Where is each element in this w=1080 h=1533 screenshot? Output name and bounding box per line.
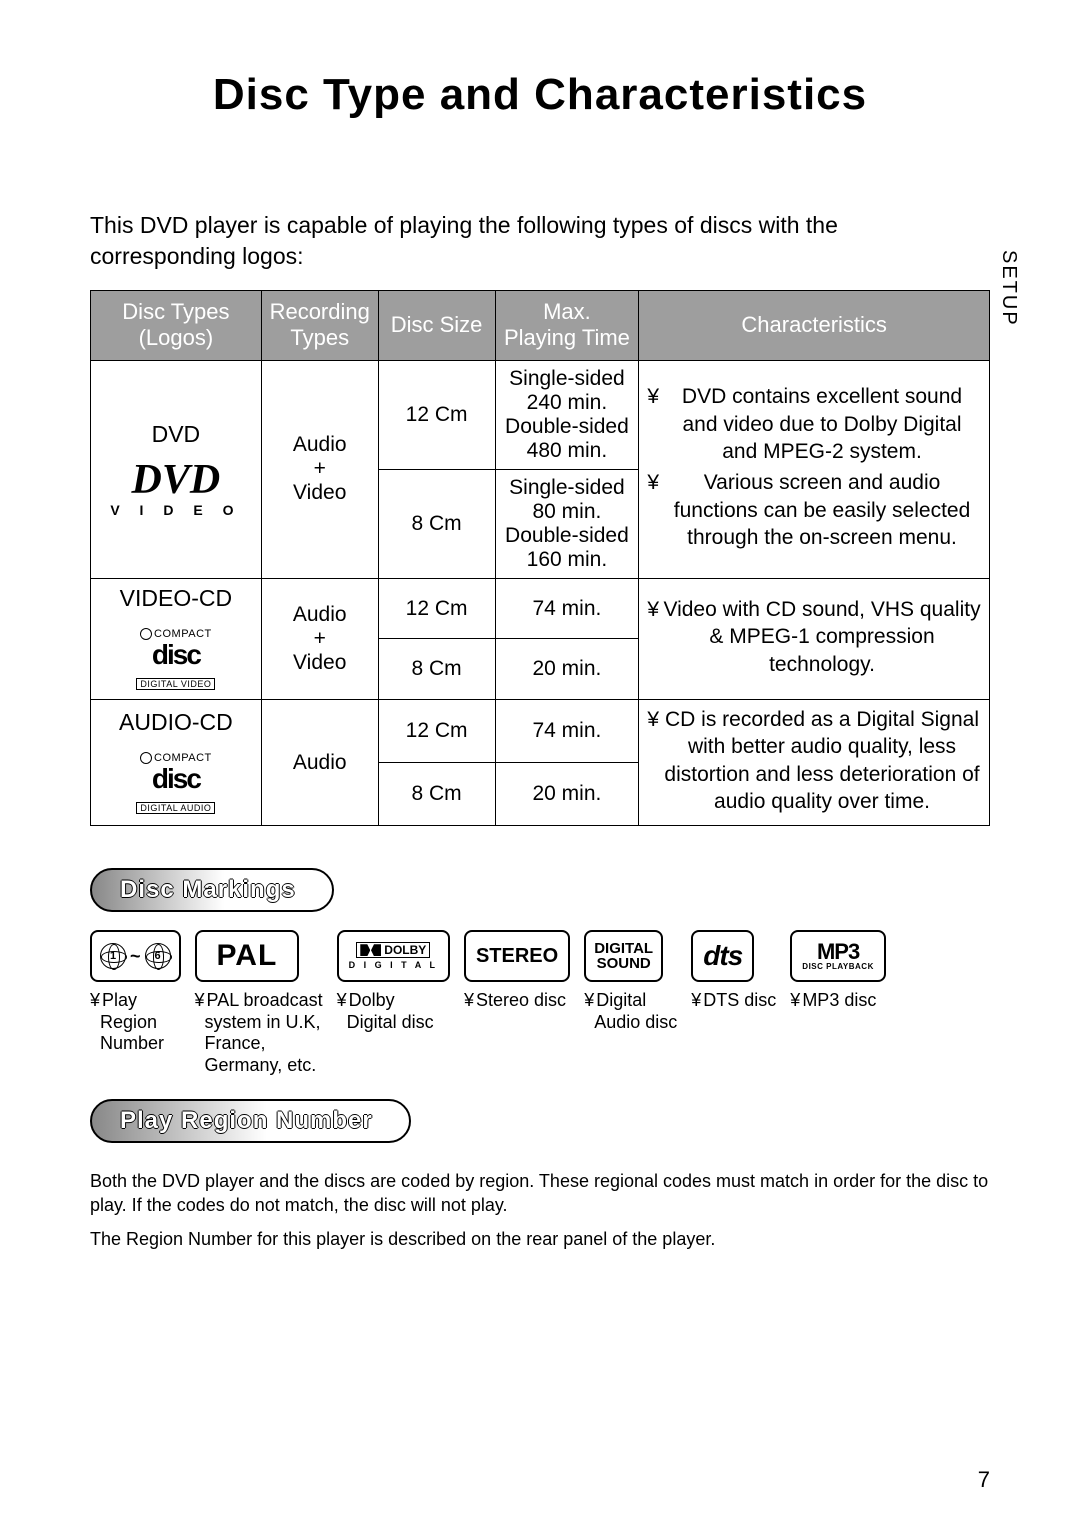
- recording-cell: Audio+Video: [261, 360, 378, 578]
- page-title: Disc Type and Characteristics: [90, 70, 990, 120]
- th-char: Characteristics: [639, 291, 990, 361]
- disc-markings-heading: Disc Markings: [90, 868, 334, 912]
- stereo-icon: STEREO: [464, 930, 570, 982]
- time-cell: Single-sided240 min.Double-sided480 min.: [495, 360, 639, 469]
- characteristics-cell: ¥Video with CD sound, VHS quality & MPEG…: [639, 578, 990, 699]
- marking-stereo: STEREO ¥Stereo disc: [464, 930, 570, 1012]
- th-recording: RecordingTypes: [261, 291, 378, 361]
- marking-label: ¥Play Region Number: [90, 990, 164, 1055]
- dts-icon: dts: [691, 930, 754, 982]
- th-size: Disc Size: [378, 291, 495, 361]
- marking-region: 1~6 ¥Play Region Number: [90, 930, 181, 1055]
- th-logos: Disc Types(Logos): [91, 291, 262, 361]
- dolby-icon: DOLBY D I G I T A L: [337, 930, 450, 982]
- th-time: Max.Playing Time: [495, 291, 639, 361]
- size-cell: 8 Cm: [378, 763, 495, 826]
- time-cell: 74 min.: [495, 578, 639, 639]
- mp3-icon: MP3DISC PLAYBACK: [790, 930, 886, 982]
- recording-cell: Audio: [261, 700, 378, 826]
- marking-label: ¥PAL broadcast system in U.K, France, Ge…: [195, 990, 323, 1076]
- disc-table: Disc Types(Logos) RecordingTypes Disc Si…: [90, 290, 990, 826]
- marking-digsound: DIGITALSOUND ¥Digital Audio disc: [584, 930, 677, 1033]
- size-cell: 12 Cm: [378, 700, 495, 763]
- intro-text: This DVD player is capable of playing th…: [90, 210, 990, 272]
- marking-mp3: MP3DISC PLAYBACK ¥MP3 disc: [790, 930, 886, 1012]
- marking-label: ¥Dolby Digital disc: [337, 990, 434, 1033]
- size-cell: 8 Cm: [378, 639, 495, 700]
- page-number: 7: [978, 1467, 990, 1493]
- size-cell: 12 Cm: [378, 578, 495, 639]
- time-cell: 20 min.: [495, 639, 639, 700]
- characteristics-cell: ¥CD is recorded as a Digital Signal with…: [639, 700, 990, 826]
- marking-dts: dts ¥DTS disc: [691, 930, 776, 1012]
- region-text-block: Both the DVD player and the discs are co…: [90, 1169, 990, 1252]
- marking-pal: PAL ¥PAL broadcast system in U.K, France,…: [195, 930, 323, 1076]
- region-globe-icon: 1~6: [90, 930, 181, 982]
- pal-icon: PAL: [195, 930, 300, 982]
- characteristics-cell: ¥DVD contains excellent sound and video …: [639, 360, 990, 578]
- time-cell: 74 min.: [495, 700, 639, 763]
- marking-label: ¥Digital Audio disc: [584, 990, 677, 1033]
- marking-label: ¥DTS disc: [691, 990, 776, 1012]
- recording-cell: Audio+Video: [261, 578, 378, 699]
- digital-sound-icon: DIGITALSOUND: [584, 930, 663, 982]
- logo-cell: DVDDVDV I D E O: [91, 360, 262, 578]
- marking-label: ¥Stereo disc: [464, 990, 566, 1012]
- time-cell: 20 min.: [495, 763, 639, 826]
- side-tab-setup: SETUP: [997, 250, 1020, 327]
- marking-label: ¥MP3 disc: [790, 990, 876, 1012]
- logo-cell: VIDEO-CD COMPACT disc DIGITAL VIDEO: [91, 578, 262, 699]
- markings-row: 1~6 ¥Play Region Number PAL ¥PAL broadcast …: [90, 930, 990, 1076]
- size-cell: 8 Cm: [378, 469, 495, 578]
- size-cell: 12 Cm: [378, 360, 495, 469]
- time-cell: Single-sided80 min.Double-sided160 min.: [495, 469, 639, 578]
- logo-cell: AUDIO-CD COMPACT disc DIGITAL AUDIO: [91, 700, 262, 826]
- play-region-heading: Play Region Number: [90, 1099, 411, 1143]
- marking-dolby: DOLBY D I G I T A L ¥Dolby Digital disc: [337, 930, 450, 1033]
